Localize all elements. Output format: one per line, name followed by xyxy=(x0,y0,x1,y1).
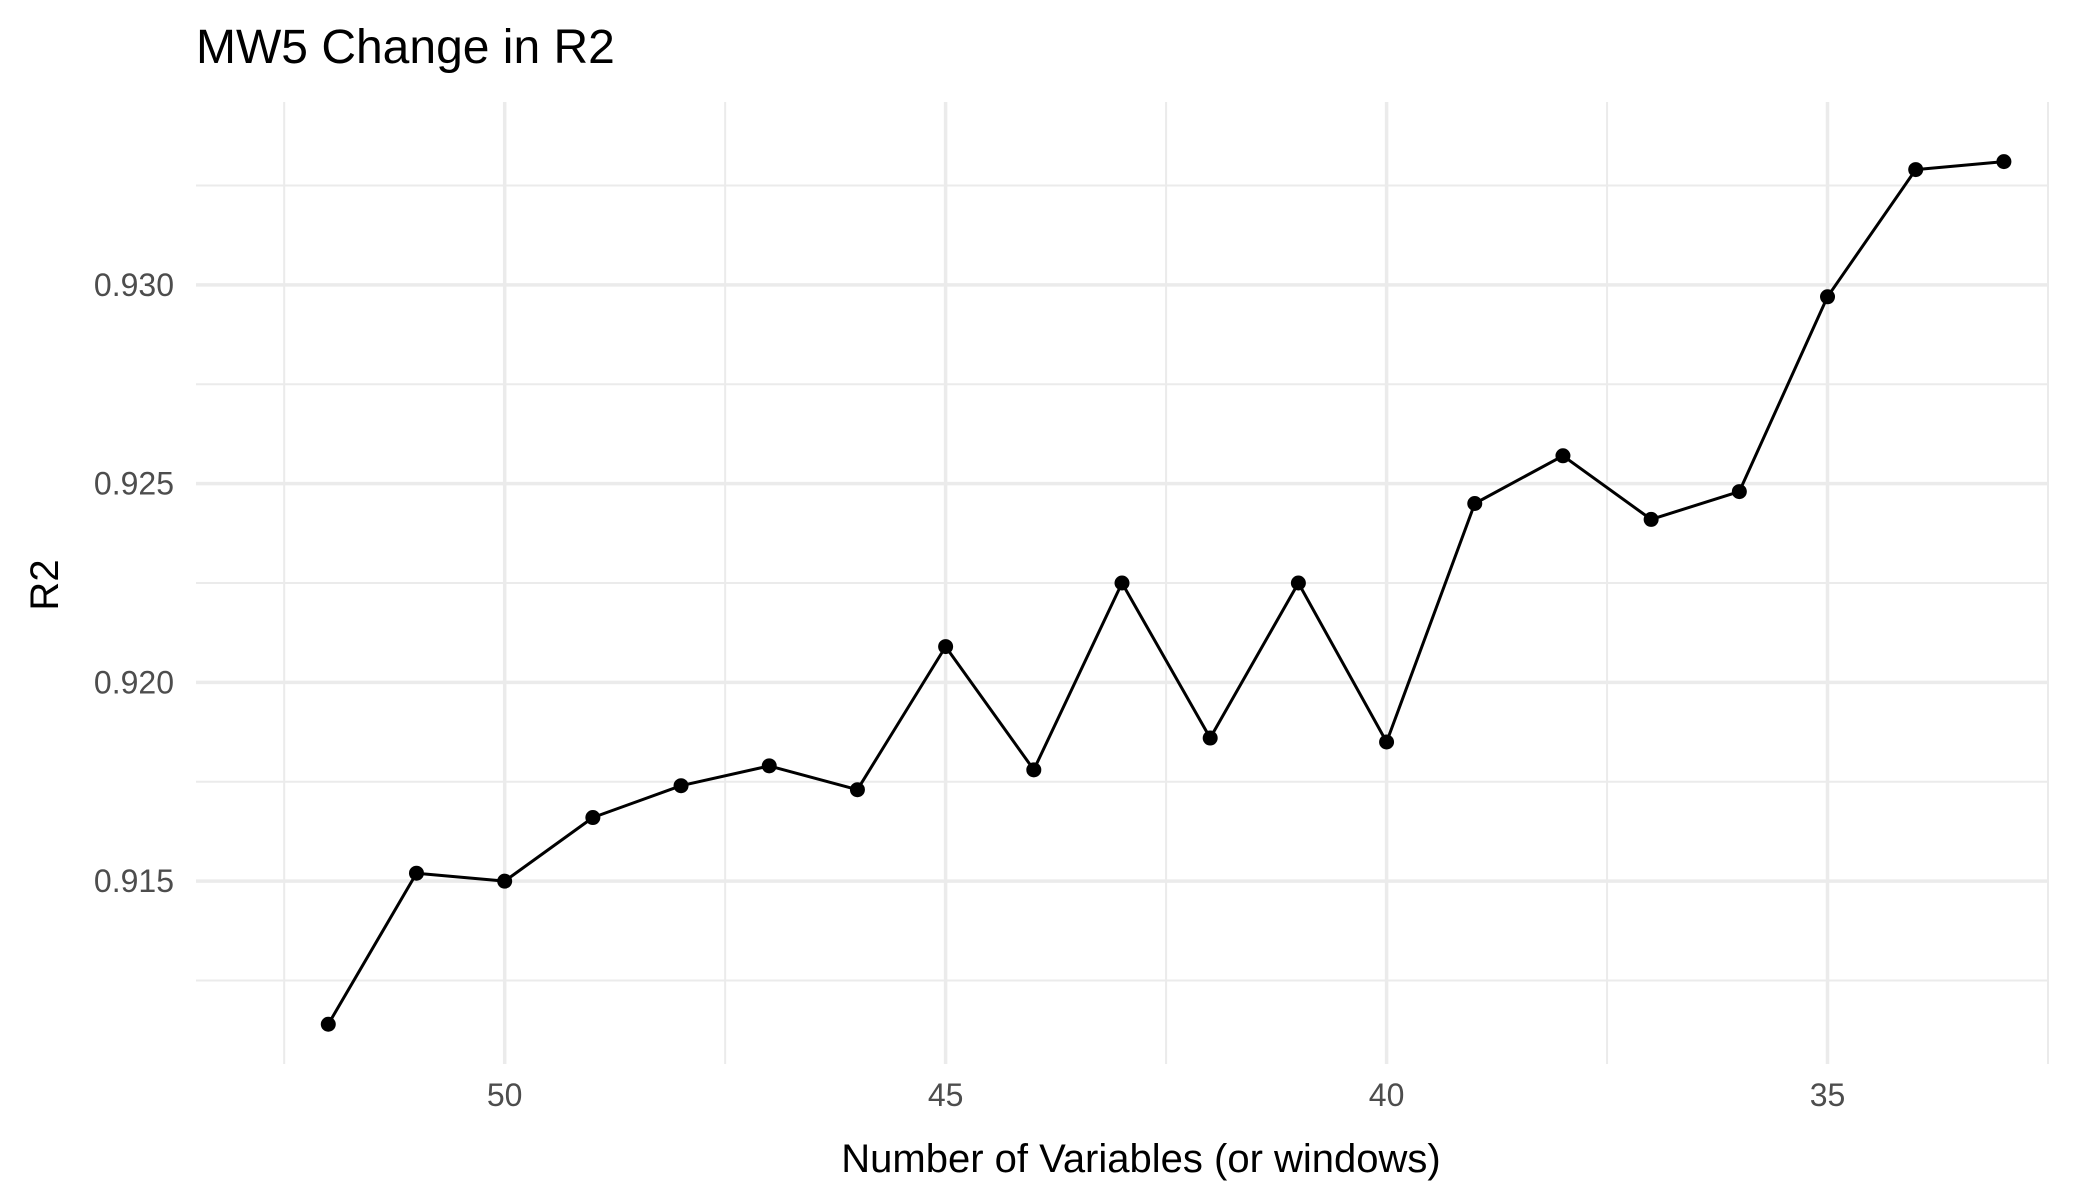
y-tick-label: 0.930 xyxy=(94,267,174,303)
data-point xyxy=(1379,734,1395,750)
x-tick-label: 45 xyxy=(928,1077,964,1113)
x-tick-label: 35 xyxy=(1810,1077,1846,1113)
x-tick-label: 40 xyxy=(1369,1077,1405,1113)
x-tick-label: 50 xyxy=(487,1077,523,1113)
data-point xyxy=(1290,575,1306,591)
data-point xyxy=(585,810,601,826)
y-tick-label: 0.915 xyxy=(94,863,174,899)
y-axis-title: R2 xyxy=(23,559,67,610)
y-axis-ticks: 0.915 0.920 0.925 0.930 xyxy=(94,267,174,899)
y-tick-label: 0.920 xyxy=(94,664,174,700)
x-axis-title: Number of Variables (or windows) xyxy=(841,1137,1440,1181)
data-point xyxy=(1996,154,2012,170)
chart-title: MW5 Change in R2 xyxy=(196,21,615,74)
y-tick-label: 0.925 xyxy=(94,466,174,502)
series-layer xyxy=(320,154,2012,1032)
data-point xyxy=(938,639,954,655)
data-point xyxy=(320,1016,336,1032)
data-point xyxy=(1026,762,1042,778)
data-point xyxy=(1114,575,1130,591)
data-point xyxy=(497,873,513,889)
data-point xyxy=(408,865,424,881)
data-point xyxy=(1908,162,1924,178)
data-point xyxy=(761,758,777,774)
data-point xyxy=(1202,730,1218,746)
data-point xyxy=(849,782,865,798)
x-axis-ticks: 50 45 40 35 xyxy=(487,1077,1845,1113)
data-point xyxy=(1731,484,1747,500)
data-point xyxy=(1555,448,1571,464)
data-point xyxy=(673,778,689,794)
data-point xyxy=(1820,289,1836,305)
major-gridlines xyxy=(196,102,2048,1064)
data-point xyxy=(1643,511,1659,527)
data-point xyxy=(1467,495,1483,511)
series-line xyxy=(327,160,2005,1025)
